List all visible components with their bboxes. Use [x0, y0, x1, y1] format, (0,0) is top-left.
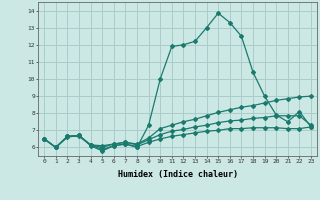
X-axis label: Humidex (Indice chaleur): Humidex (Indice chaleur) — [118, 170, 238, 179]
